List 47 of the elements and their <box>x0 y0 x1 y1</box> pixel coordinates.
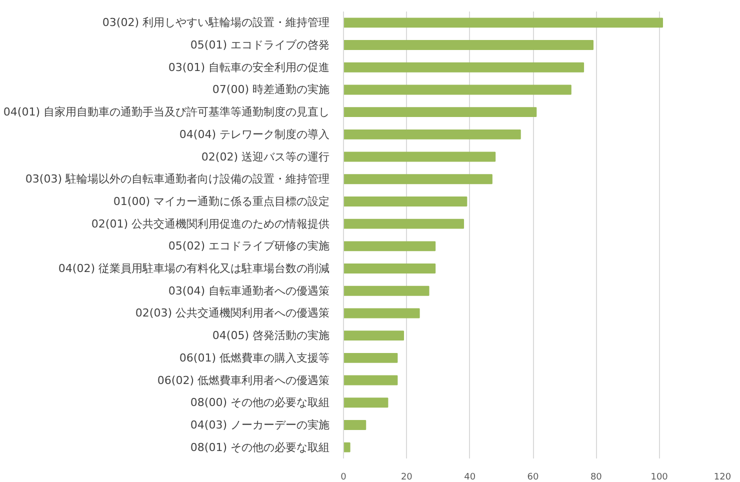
y-tick-label: 02(01) 公共交通機関利用促進のための情報提供 <box>91 217 330 230</box>
bar <box>344 196 468 206</box>
x-tick-label: 60 <box>527 472 539 482</box>
y-tick-label: 05(02) エコドライブ研修の実施 <box>168 240 330 253</box>
y-tick-label: 04(04) テレワーク制度の導入 <box>179 128 330 141</box>
bar <box>344 129 521 140</box>
y-tick-label: 03(03) 駐輪場以外の自転車通勤者向け設備の設置・維持管理 <box>25 172 330 186</box>
x-tick-label: 80 <box>590 472 602 482</box>
x-tick-label: 40 <box>464 472 476 482</box>
y-tick-label: 04(02) 従業員用駐車場の有料化又は駐車場台数の削減 <box>58 262 330 276</box>
bar <box>344 442 350 452</box>
x-tick-label: 100 <box>650 472 668 482</box>
y-tick-label: 04(05) 啓発活動の実施 <box>212 329 330 342</box>
bar <box>344 62 584 72</box>
bar <box>344 398 388 408</box>
y-tick-label: 03(02) 利用しやすい駐輪場の設置・維持管理 <box>102 16 330 30</box>
y-tick-label: 08(01) その他の必要な取組 <box>190 440 330 454</box>
y-tick-label: 07(00) 時差通勤の実施 <box>212 83 330 96</box>
bar <box>344 174 492 184</box>
x-tick-label: 20 <box>400 472 413 482</box>
y-tick-label: 03(01) 自転車の安全利用の促進 <box>168 60 330 74</box>
y-tick-label: 05(01) エコドライブの啓発 <box>190 38 330 52</box>
bar <box>344 420 366 430</box>
y-tick-label: 02(03) 公共交通機関利用者への優遇策 <box>135 306 330 320</box>
y-tick-label: 03(04) 自転車通勤者への優遇策 <box>168 284 330 298</box>
bar <box>344 241 436 252</box>
bar <box>344 264 436 274</box>
y-tick-label: 01(00) マイカー通勤に係る重点目標の設定 <box>113 194 330 208</box>
y-tick-label: 02(02) 送迎バス等の運行 <box>201 150 330 164</box>
bar <box>344 308 420 318</box>
bar <box>344 286 430 296</box>
bar <box>344 18 663 28</box>
y-tick-label: 06(02) 低燃費車利用者への優遇策 <box>157 374 330 387</box>
x-tick-label: 0 <box>340 472 347 482</box>
bar <box>344 152 496 162</box>
y-tick-label: 06(01) 低燃費車の購入支援等 <box>179 351 330 364</box>
y-tick-label: 04(01) 自家用自動車の通勤手当及び許可基準等通勤制度の見直し <box>3 106 330 119</box>
y-tick-label: 04(03) ノーカーデーの実施 <box>190 418 330 432</box>
y-tick-label: 08(00) その他の必要な取組 <box>190 396 330 410</box>
bar <box>344 84 572 95</box>
bar <box>344 107 537 118</box>
bar <box>344 40 594 50</box>
bar <box>344 218 464 229</box>
x-tick-label: 120 <box>714 472 732 482</box>
bar <box>344 375 398 386</box>
bar <box>344 330 404 341</box>
bar <box>344 352 398 363</box>
